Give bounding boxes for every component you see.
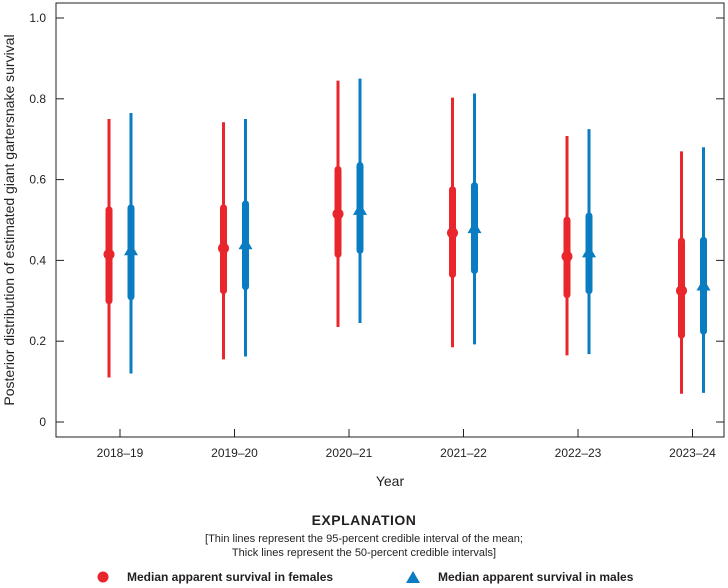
male-median-point	[238, 237, 253, 250]
x-tick-label: 2021–22	[440, 446, 487, 460]
y-tick-label: 0.2	[29, 334, 46, 348]
explanation-note-line-2: Thick lines represent the 50-percent cre…	[231, 547, 497, 559]
x-tick-label: 2022–23	[555, 446, 602, 460]
legend-item-females: Median apparent survival in females	[97, 570, 333, 584]
female-median-point	[561, 250, 573, 262]
explanation: EXPLANATION [Thin lines represent the 95…	[0, 512, 728, 560]
y-tick-label: 0.4	[29, 253, 46, 267]
legend-label-females: Median apparent survival in females	[127, 570, 334, 584]
x-axis: 2018–19 2019–20 2020–21 2021–22 2022–23 2023–…	[97, 429, 716, 460]
legend-label-males: Median apparent survival in males	[438, 570, 634, 584]
explanation-note-line-1: [Thin lines represent the 95-percent cre…	[205, 533, 523, 545]
x-tick-label: 2023–24	[669, 446, 716, 460]
x-axis-title: Year	[376, 473, 405, 489]
legend-circle-icon	[97, 571, 109, 583]
female-median-point	[103, 248, 115, 260]
x-tick-label: 2018–19	[97, 446, 144, 460]
y-tick-label: 0.6	[29, 173, 46, 187]
x-tick-label: 2020–21	[326, 446, 373, 460]
interval-marks	[103, 78, 711, 394]
y-axis: 0 0.2 0.4 0.6 0.8 1.0	[29, 11, 724, 429]
explanation-title: EXPLANATION	[311, 512, 417, 528]
legend-triangle-icon	[406, 571, 420, 583]
x-tick-label: 2019–20	[211, 446, 258, 460]
y-tick-label: 0.8	[29, 92, 46, 106]
female-median-point	[447, 227, 458, 239]
male-median-point	[124, 243, 138, 256]
male-median-point	[696, 278, 711, 291]
plot-frame	[55, 2, 725, 438]
explanation-note: [Thin lines represent the 95-percent cre…	[0, 532, 728, 560]
female-median-point	[676, 285, 687, 297]
chart: 00.20.40.60.81.0 2018–19 2019–20 2020–21 20…	[1, 2, 725, 489]
y-tick-label: 1.0	[29, 11, 46, 25]
y-tick-label: 0	[39, 415, 46, 429]
female-median-point	[218, 242, 229, 254]
male-median-point	[467, 221, 482, 234]
legend-item-males: Median apparent survival in males	[406, 570, 633, 584]
legend: Median apparent survival in females Medi…	[0, 570, 728, 588]
male-median-point	[582, 245, 596, 258]
y-axis-title: Posterior distribution of estimated gian…	[1, 34, 17, 405]
female-median-point	[332, 208, 344, 220]
male-median-point	[353, 202, 367, 215]
